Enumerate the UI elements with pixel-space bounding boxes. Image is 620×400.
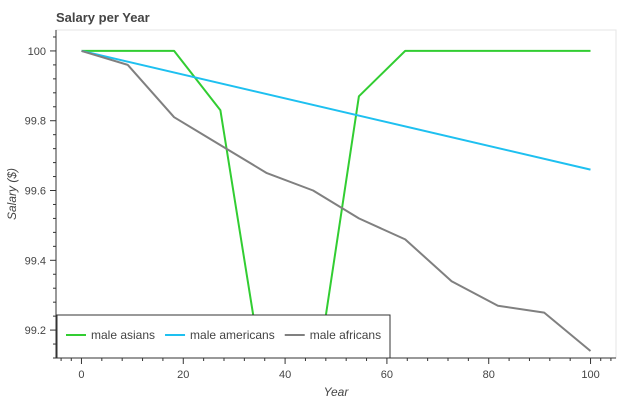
y-tick-label: 99.8 [25, 116, 46, 128]
x-axis: 0 20 40 60 80 100 [56, 357, 616, 381]
series-layer [81, 49, 592, 358]
x-tick-label: 60 [381, 369, 393, 381]
y-tick-label: 99.6 [25, 186, 46, 198]
legend: male asians male americans male africans [56, 314, 391, 359]
x-tick-label: 80 [483, 369, 495, 381]
legend-label: male asians [91, 328, 155, 342]
x-tick-label: 40 [279, 369, 291, 381]
y-tick-label: 100 [28, 46, 46, 58]
legend-label: male africans [310, 328, 381, 342]
legend-label: male americans [190, 328, 275, 342]
series-line-male-americans [81, 49, 591, 171]
y-tick-label: 99.4 [25, 255, 46, 267]
legend-items: male asians male americans male africans [66, 328, 381, 342]
x-axis-label: Year [324, 385, 350, 399]
x-tick-label: 20 [177, 369, 189, 381]
x-tick-label: 100 [581, 369, 599, 381]
series-line-male-asians [81, 49, 591, 358]
chart-title: Salary per Year [56, 10, 150, 25]
x-tick-label: 0 [78, 369, 84, 381]
y-axis-label: Salary ($) [5, 168, 19, 220]
y-axis: 99.2 99.4 99.6 99.8 100 [25, 30, 57, 359]
series-line-male-africans [81, 49, 592, 352]
y-tick-label: 99.2 [25, 325, 46, 337]
